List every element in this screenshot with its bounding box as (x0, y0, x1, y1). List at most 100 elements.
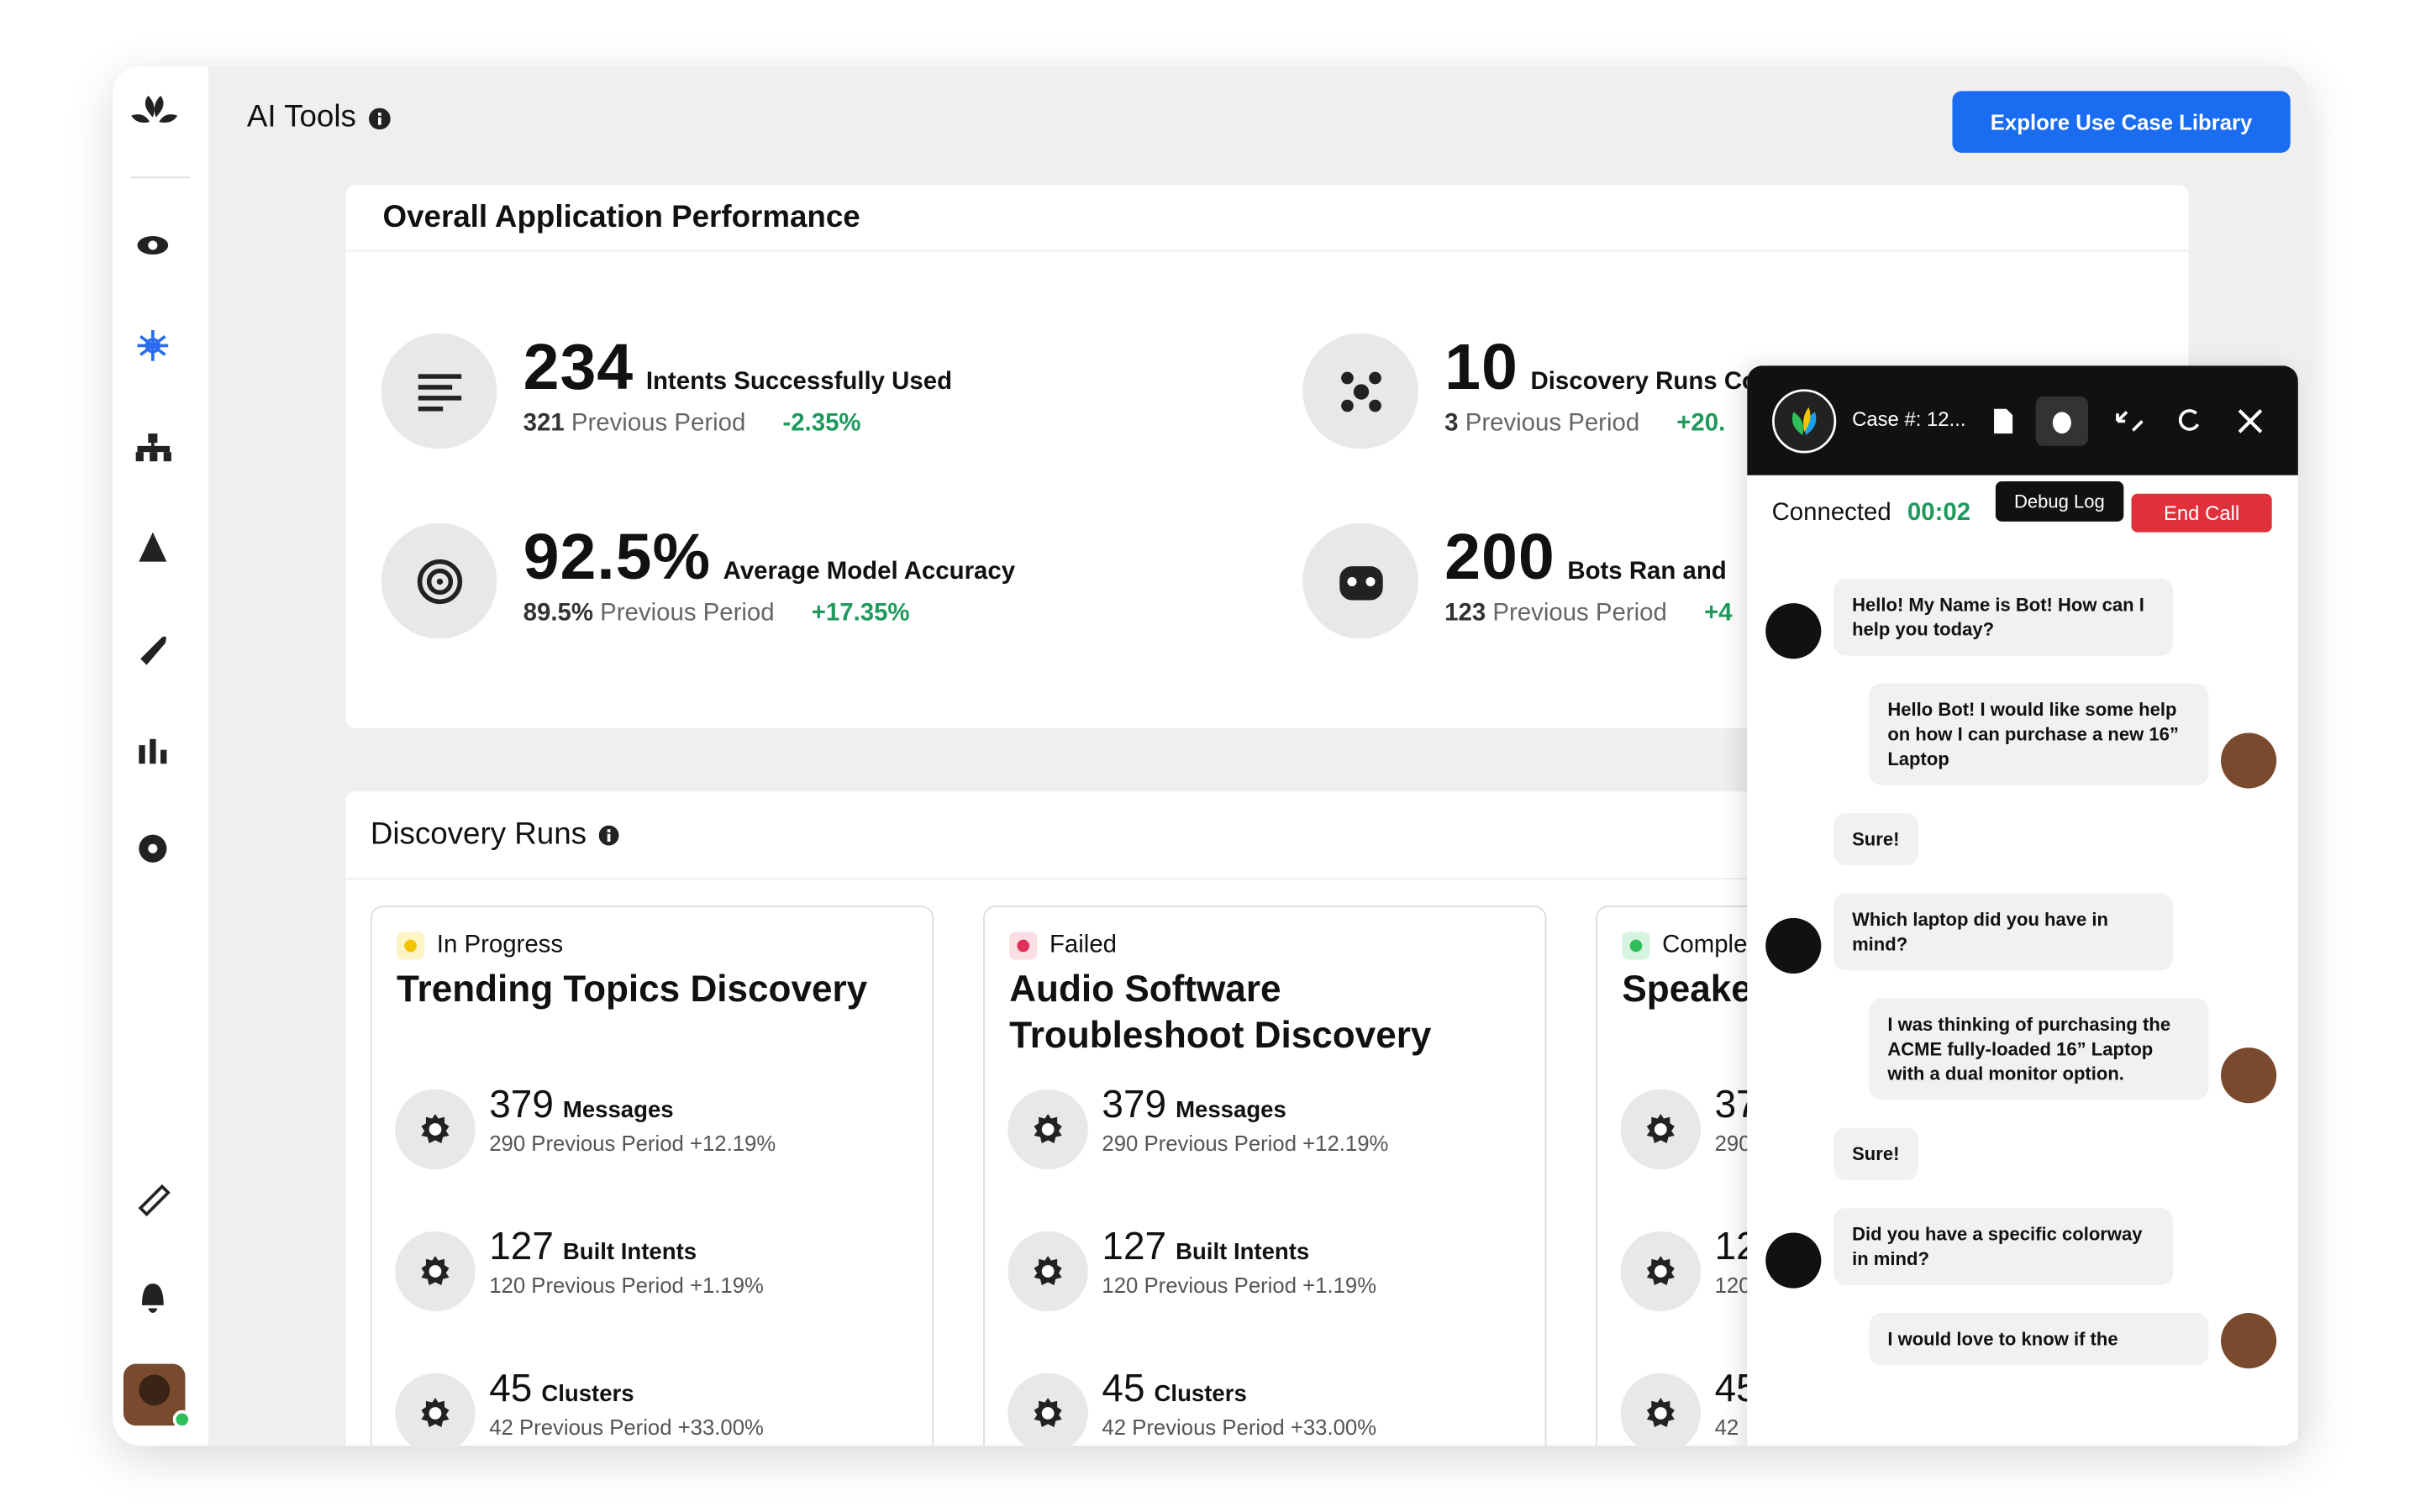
info-icon (598, 825, 619, 846)
metric-label: Intents Successfully Used (645, 368, 953, 396)
close-button[interactable] (2238, 409, 2263, 433)
bot-avatar (1765, 603, 1822, 659)
metric: 10 Discovery Runs Co (1444, 330, 1757, 404)
icon (416, 558, 462, 604)
messages: Hello! My Name is Bot! How can I help yo… (1747, 578, 2298, 1369)
message-bubble: Did you have a specific colorway in mind… (1833, 1208, 2174, 1286)
user-avatar (2221, 1047, 2277, 1104)
message-row: Did you have a specific colorway in mind… (1747, 1208, 2298, 1289)
nav-icon[interactable] (141, 1284, 164, 1314)
icon (1034, 1256, 1062, 1286)
metric: 234 Intents Successfully Used (523, 330, 952, 404)
previous-value: 123 (1444, 600, 1486, 627)
icon (1034, 1114, 1062, 1144)
run-status: In Progress (397, 932, 564, 960)
metric-previous: 321 Previous Period -2.35% (523, 411, 861, 438)
message-bubble: Hello! My Name is Bot! How can I help yo… (1833, 578, 2174, 656)
stat-value: 127 (489, 1225, 554, 1268)
nav-icon[interactable] (135, 433, 171, 462)
stat-icon (1007, 1373, 1088, 1446)
message-row: I would love to know if the (1747, 1313, 2298, 1369)
icon (1034, 1398, 1062, 1427)
stat-icon (1007, 1231, 1088, 1312)
case-number: Case #: 12... (1852, 407, 1966, 431)
previous-value: 42 (1102, 1415, 1127, 1440)
stat-label: Messages (562, 1096, 674, 1124)
card-title: Discovery Runs (370, 817, 587, 852)
app-window: AI Tools Explore Use Case Library Overal… (113, 66, 2307, 1446)
page-header: AI Tools (247, 100, 391, 135)
info-icon (368, 107, 391, 129)
previous-label: Previous Period (571, 410, 746, 437)
stat-icon (1620, 1089, 1702, 1170)
run-status: Comple (1622, 932, 1747, 960)
stat-previous: 290 Previous Period +12.19% (489, 1131, 776, 1155)
end-call-button[interactable]: End Call (2131, 493, 2272, 533)
previous-label: Previous Period (1465, 410, 1640, 437)
stat: 127 Built Intents (489, 1225, 697, 1269)
nav-icon[interactable] (139, 834, 167, 863)
divider (345, 249, 2189, 252)
icon (417, 373, 461, 411)
refresh-button[interactable] (2178, 409, 2200, 431)
bot-logo (1772, 389, 1837, 454)
minimize-button[interactable] (2116, 411, 2144, 432)
previous-value: 3 (1444, 410, 1459, 437)
stat: 379 Messages (489, 1083, 673, 1127)
previous-value: 89.5% (523, 600, 593, 627)
message-bubble: Sure! (1833, 1127, 1918, 1181)
message-bubble: Sure! (1833, 812, 1918, 866)
nav-icon[interactable] (137, 236, 169, 255)
sidebar (113, 66, 208, 1446)
previous-value: 120 (1714, 1273, 1751, 1298)
stat-value: 127 (1102, 1225, 1167, 1268)
explore-button[interactable]: Explore Use Case Library (1952, 91, 2291, 153)
previous-value: 290 (489, 1131, 526, 1156)
chat-panel: Case #: 12... Debug Log Connected 00:02 … (1747, 365, 2298, 1446)
stat-previous: 120 Previous Period +1.19% (1102, 1273, 1376, 1297)
call-timer: 00:02 (1907, 500, 1971, 527)
metric: 92.5% Average Model Accuracy (523, 520, 1015, 594)
doc-button[interactable] (1994, 408, 2013, 434)
icon (421, 1114, 450, 1144)
icon (1340, 370, 1381, 412)
nav-icon[interactable] (138, 1184, 171, 1217)
icon (421, 1256, 450, 1286)
stat-icon (1620, 1231, 1702, 1312)
divider (345, 878, 2189, 879)
stat: 379 Messages (1102, 1083, 1286, 1127)
run-card[interactable]: Failed Audio Software Troubleshoot Discov… (983, 906, 1547, 1446)
run-card[interactable]: In Progress Trending Topics Discovery 379 M… (370, 906, 934, 1446)
stat-label: Built Intents (1176, 1238, 1310, 1266)
stat-label: Clusters (541, 1380, 634, 1408)
previous-value: 120 (1102, 1273, 1139, 1298)
bot-avatar (1765, 1232, 1822, 1289)
status-label: In Progress (436, 932, 564, 958)
nav-icon[interactable] (137, 330, 169, 361)
run-title: Audio Software Troubleshoot Discovery (1009, 969, 1432, 1058)
stat-icon (395, 1231, 476, 1312)
status-dot (1009, 932, 1038, 960)
metric-icon (381, 333, 497, 449)
stat-value: 379 (1102, 1083, 1167, 1126)
nav-icon[interactable] (139, 532, 167, 562)
metric-change: +4 (1703, 600, 1733, 627)
previous-value: 290 (1714, 1131, 1751, 1156)
status-dot (397, 932, 425, 960)
previous-label: Previous Period (600, 600, 775, 627)
stat: 45 Clusters (1102, 1367, 1246, 1411)
message-row: Hello! My Name is Bot! How can I help yo… (1747, 578, 2298, 659)
metric-previous: 3 Previous Period +20. (1444, 411, 1725, 438)
metric-icon (381, 522, 497, 639)
nav-icon[interactable] (139, 738, 167, 764)
icon (1646, 1398, 1675, 1427)
stat-icon (1620, 1373, 1702, 1446)
user-avatar[interactable] (123, 1363, 192, 1429)
message-row: I was thinking of purchasing the ACME fu… (1747, 998, 2298, 1104)
metric-previous: 89.5% Previous Period +17.35% (523, 600, 910, 627)
nav-icon[interactable] (140, 636, 166, 665)
message-bubble: I was thinking of purchasing the ACME fu… (1869, 998, 2209, 1100)
icon (421, 1398, 450, 1427)
